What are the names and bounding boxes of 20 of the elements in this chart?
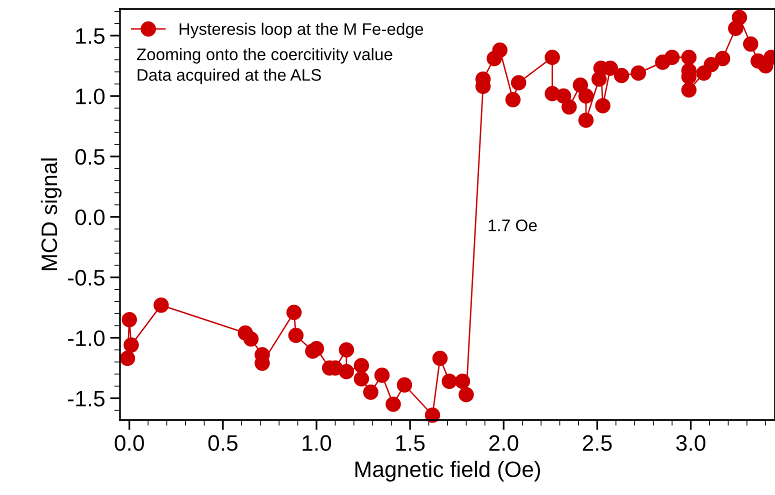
y-tick-label: 0.0	[75, 209, 105, 226]
x-tick-label: 0.0	[114, 435, 144, 451]
x-axis-title: Magnetic field (Oe)	[355, 460, 540, 482]
y-tick-label: 1.0	[76, 88, 105, 104]
legend-label: Hysteresis loop at the M Fe-edge	[180, 22, 424, 38]
x-tick-label: 0.5	[208, 435, 238, 451]
y-tick-label: -1.0	[68, 330, 105, 346]
annotation: Data acquired at the ALS	[138, 68, 321, 84]
annotation: 1.7 Oe	[488, 220, 537, 232]
y-tick-label: -0.5	[68, 270, 104, 286]
x-tick-label: 2.0	[489, 435, 518, 451]
x-tick-label: 1.5	[396, 435, 425, 451]
y-tick-label: -1.5	[68, 391, 104, 407]
x-tick-label: 3.0	[676, 435, 706, 451]
y-axis-title: MCD signal	[40, 158, 62, 270]
annotation: Zooming onto the coercitivity value	[136, 48, 392, 64]
x-tick-label: 2.5	[582, 435, 612, 451]
y-tick-label: 0.5	[75, 149, 104, 165]
y-tick-label: 1.5	[76, 28, 104, 44]
x-tick-label: 1.0	[302, 435, 332, 451]
